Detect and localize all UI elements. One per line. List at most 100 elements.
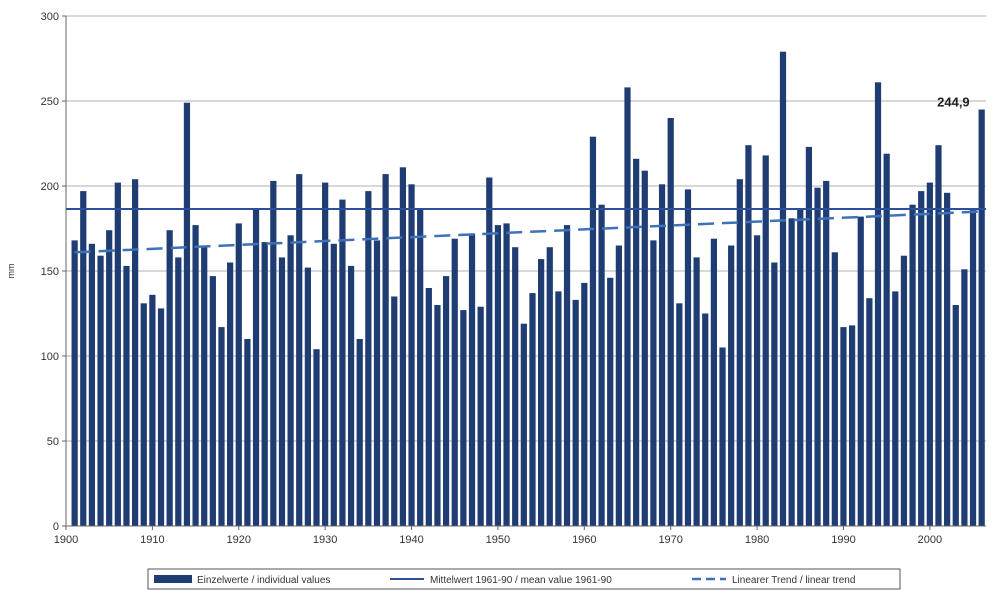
bar <box>149 294 156 526</box>
bar <box>624 87 631 527</box>
bar <box>175 257 182 526</box>
y-tick-label: 150 <box>41 266 59 278</box>
bar <box>935 145 942 526</box>
x-tick-label: 1930 <box>313 534 337 546</box>
bar <box>486 177 493 526</box>
bar <box>201 247 208 526</box>
bar <box>961 269 968 526</box>
bar <box>192 225 199 526</box>
bar <box>952 305 959 526</box>
bar <box>848 325 856 526</box>
bar <box>468 233 476 526</box>
bar <box>555 291 562 526</box>
bar <box>356 339 363 526</box>
bar <box>684 189 692 526</box>
bar <box>581 282 588 526</box>
bar <box>235 223 242 526</box>
legend-label-mean: Mittelwert 1961-90 / mean value 1961-90 <box>430 575 612 586</box>
bar <box>512 247 519 526</box>
x-tick-label: 1990 <box>831 534 855 546</box>
bar <box>693 257 700 526</box>
bar <box>503 223 510 526</box>
y-tick-label: 300 <box>41 11 59 23</box>
bar <box>347 265 355 526</box>
bar <box>278 257 286 526</box>
bar <box>460 310 467 526</box>
bar <box>771 262 778 526</box>
legend-label-bars: Einzelwerte / individual values <box>197 575 330 586</box>
bar <box>140 303 147 526</box>
x-tick-label: 1940 <box>399 534 423 546</box>
bar <box>753 235 761 527</box>
bar <box>900 255 908 526</box>
bar <box>892 291 899 526</box>
y-tick-label: 50 <box>47 436 59 448</box>
bar <box>296 174 303 526</box>
bar <box>71 240 78 526</box>
bar <box>926 182 933 526</box>
bar <box>123 265 130 526</box>
bar <box>779 51 787 526</box>
bar <box>572 299 579 526</box>
annotation: 244,9 <box>937 95 970 110</box>
legend-swatch-bars <box>154 575 192 583</box>
x-tick-label: 1900 <box>54 534 78 546</box>
bar <box>909 204 916 526</box>
bar <box>788 218 795 527</box>
bar <box>287 235 294 527</box>
bar <box>313 349 320 526</box>
bar <box>857 216 864 526</box>
reference-lines <box>66 207 986 254</box>
bar <box>391 296 398 526</box>
bar <box>710 238 717 526</box>
bar <box>736 179 743 526</box>
trend-line <box>74 210 982 254</box>
bar <box>667 118 674 526</box>
bar <box>373 240 381 526</box>
bar <box>918 191 925 526</box>
y-tick-label: 100 <box>41 351 59 363</box>
bar <box>442 276 450 526</box>
bar <box>97 255 104 526</box>
x-tick-label: 2000 <box>918 534 942 546</box>
bar <box>88 243 96 527</box>
bar <box>633 158 640 527</box>
bar <box>641 170 648 526</box>
bar <box>658 184 666 527</box>
bar <box>304 267 311 526</box>
bar <box>477 306 484 526</box>
bar <box>183 102 191 526</box>
bar <box>745 145 752 526</box>
bar <box>244 339 251 526</box>
bar <box>227 262 234 526</box>
bar <box>650 240 657 526</box>
bar <box>425 288 432 526</box>
bar <box>546 247 553 526</box>
bar <box>589 136 597 526</box>
bar <box>408 184 415 527</box>
bar <box>944 192 951 527</box>
bar <box>529 293 536 526</box>
y-tick-label: 200 <box>41 181 59 193</box>
legend-box <box>147 568 901 590</box>
bar <box>607 277 614 526</box>
bar <box>166 230 173 526</box>
bar <box>270 180 277 526</box>
bar <box>382 174 389 526</box>
bar <box>840 327 847 526</box>
bar <box>330 243 337 527</box>
y-tick-label: 250 <box>41 96 59 108</box>
bar <box>434 305 441 526</box>
bar <box>520 323 527 526</box>
x-tick-label: 1910 <box>140 534 164 546</box>
bar <box>114 182 121 526</box>
bar <box>80 191 87 526</box>
bar <box>399 167 407 527</box>
bar <box>883 153 890 526</box>
bar <box>866 298 873 526</box>
bar <box>598 204 605 526</box>
x-tick-label: 1970 <box>658 534 682 546</box>
bar <box>106 230 113 526</box>
bar <box>365 191 372 526</box>
